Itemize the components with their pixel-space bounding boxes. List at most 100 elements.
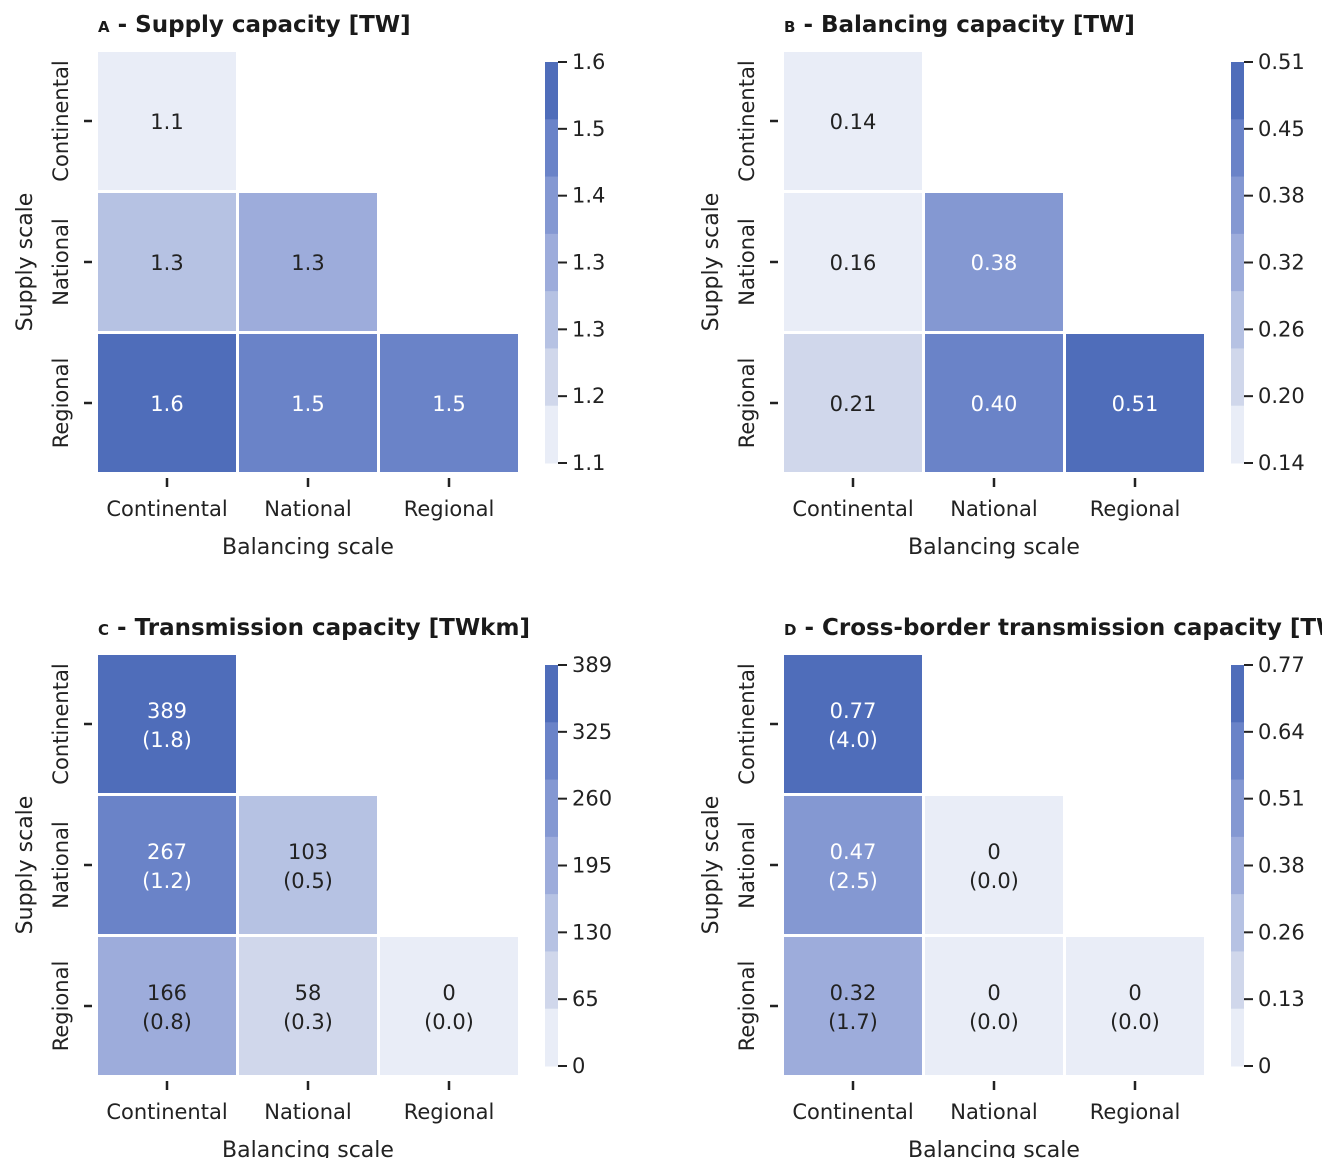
colorbar-band: [545, 405, 558, 464]
x-tick-label: Regional: [404, 497, 495, 521]
heatmap-cell: [98, 937, 236, 1075]
heatmap-cell: [925, 937, 1063, 1075]
colorbar-tick-label: 325: [572, 720, 612, 744]
cell-value-label: 0.38: [971, 251, 1018, 275]
cell-value-label: 166: [147, 981, 187, 1005]
x-tick-label: Regional: [1090, 1100, 1181, 1124]
cell-sub-label: (0.0): [424, 1010, 474, 1034]
x-tick-label: Regional: [1090, 497, 1181, 521]
colorbar-band: [545, 665, 558, 723]
y-tick-label: Regional: [735, 961, 759, 1052]
panel-title-text: - Cross-border transmission capacity [TW…: [796, 615, 1322, 641]
y-tick-label: Continental: [49, 60, 73, 181]
panel-letter: D: [784, 621, 796, 639]
cell-value-label: 103: [288, 840, 328, 864]
heatmap-cell: [98, 796, 236, 934]
x-axis-label: Balancing scale: [222, 1138, 394, 1158]
colorbar-tick-label: 0.20: [1258, 384, 1305, 408]
heatmap-cell: [98, 334, 236, 472]
colorbar-tick-label: 0.51: [1258, 787, 1305, 811]
colorbar-band: [545, 779, 558, 838]
y-tick-label: National: [735, 821, 759, 909]
cell-value-label: 0.51: [1112, 392, 1159, 416]
panel-title: A - Supply capacity [TW]: [98, 12, 411, 38]
cell-value-label: 0.40: [971, 392, 1018, 416]
heatmap-cell: [239, 334, 377, 472]
panel-title-text: - Balancing capacity [TW]: [795, 12, 1135, 38]
heatmap-cell: [925, 334, 1063, 472]
colorbar-tick-label: 0.64: [1258, 720, 1305, 744]
x-tick-label: Continental: [106, 1100, 227, 1124]
colorbar-band: [545, 176, 558, 235]
cell-value-label: 0.77: [830, 699, 877, 723]
colorbar-band: [545, 62, 558, 120]
colorbar-tick-label: 1.1: [572, 451, 605, 475]
colorbar-band: [1231, 951, 1244, 1010]
colorbar-tick-label: 0.26: [1258, 920, 1305, 944]
colorbar-band: [1231, 722, 1244, 781]
colorbar-tick-label: 0.26: [1258, 317, 1305, 341]
heatmap-cell: [239, 796, 377, 934]
cell-sub-label: (1.7): [828, 1010, 878, 1034]
cell-sub-label: (0.0): [1110, 1010, 1160, 1034]
x-tick-label: Continental: [792, 497, 913, 521]
colorbar-band: [545, 1008, 558, 1067]
panel-c: C - Transmission capacity [TWkm] 389 (1.8)…: [13, 615, 612, 1158]
y-tick-label: Regional: [49, 961, 73, 1052]
y-axis-label: Supply scale: [699, 193, 724, 332]
colorbar-band: [1231, 291, 1244, 349]
cell-value-label: 0: [442, 981, 455, 1005]
y-tick-label: National: [49, 218, 73, 306]
colorbar-tick-label: 0.13: [1258, 987, 1305, 1011]
panel-title: C - Transmission capacity [TWkm]: [98, 615, 530, 641]
cell-sub-label: (4.0): [828, 728, 878, 752]
colorbar-tick-label: 0.32: [1258, 251, 1305, 275]
colorbar-band: [545, 951, 558, 1010]
colorbar-tick-label: 0.38: [1258, 854, 1305, 878]
cell-sub-label: (0.8): [142, 1010, 192, 1034]
heatmap-cell: [784, 937, 922, 1075]
colorbar-tick-label: 1.5: [572, 117, 605, 141]
cell-sub-label: (0.0): [969, 869, 1019, 893]
colorbar-tick-label: 1.3: [572, 317, 605, 341]
colorbar-band: [1231, 779, 1244, 838]
colorbar-band: [1231, 1008, 1244, 1067]
colorbar-band: [1231, 119, 1244, 178]
panel-title: D - Cross-border transmission capacity […: [784, 615, 1322, 641]
colorbar-band: [545, 722, 558, 781]
panel-title: B - Balancing capacity [TW]: [784, 12, 1135, 38]
cell-value-label: 0: [987, 840, 1000, 864]
y-axis-label: Supply scale: [699, 796, 724, 935]
x-tick-label: National: [264, 497, 352, 521]
heatmap-cell: [380, 937, 518, 1075]
colorbar-tick-label: 260: [572, 787, 612, 811]
cell-value-label: 0.14: [830, 110, 877, 134]
cell-value-label: 58: [295, 981, 322, 1005]
heatmap-cell: [784, 334, 922, 472]
colorbar-tick-label: 1.2: [572, 384, 605, 408]
heatmap-cell: [380, 334, 518, 472]
colorbar-tick-label: 1.4: [572, 184, 605, 208]
panel-letter: C: [98, 621, 109, 639]
colorbar-band: [1231, 405, 1244, 464]
cell-sub-label: (0.0): [969, 1010, 1019, 1034]
colorbar-band: [1231, 348, 1244, 407]
y-tick-label: National: [735, 218, 759, 306]
cell-value-label: 0: [1128, 981, 1141, 1005]
panel-letter: A: [98, 18, 110, 36]
heatmap-cell: [784, 193, 922, 331]
cell-value-label: 0: [987, 981, 1000, 1005]
heatmap-cell: [98, 655, 236, 793]
heatmap-cell: [784, 796, 922, 934]
heatmap-cell: [784, 52, 922, 190]
x-tick-label: National: [950, 1100, 1038, 1124]
cell-value-label: 0.32: [830, 981, 877, 1005]
heatmap-cell: [1066, 937, 1204, 1075]
x-tick-label: Continental: [106, 497, 227, 521]
cell-sub-label: (0.3): [283, 1010, 333, 1034]
cell-value-label: 0.16: [830, 251, 877, 275]
heatmap-cell: [239, 937, 377, 1075]
panel-letter: B: [784, 18, 795, 36]
colorbar-band: [1231, 176, 1244, 235]
heatmap-cell: [925, 193, 1063, 331]
